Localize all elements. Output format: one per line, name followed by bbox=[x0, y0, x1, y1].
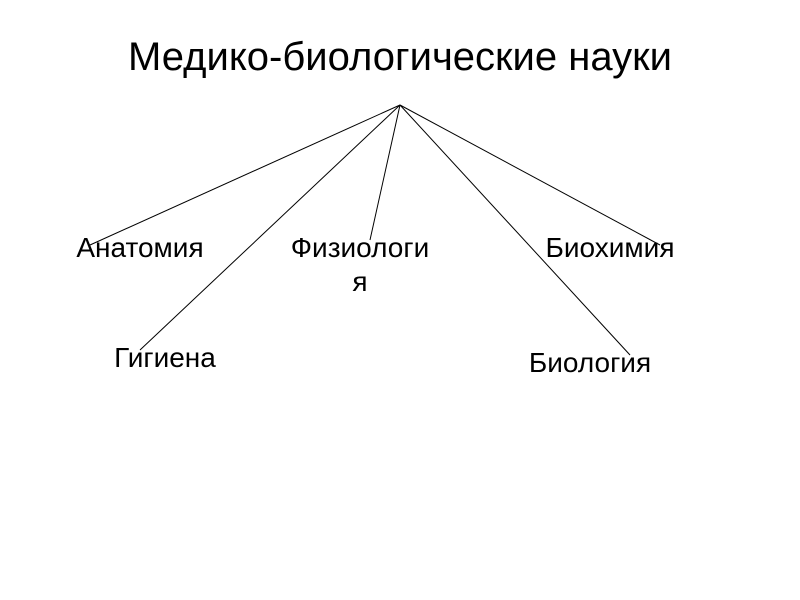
diagram-lines bbox=[0, 0, 800, 600]
diagram-title: Медико-биологические науки bbox=[0, 35, 800, 80]
node-biochemistry: Биохимия bbox=[510, 231, 710, 265]
node-hygiene: Гигиена bbox=[65, 341, 265, 375]
node-biology: Биология bbox=[490, 346, 690, 380]
node-anatomy: Анатомия bbox=[40, 231, 240, 265]
node-physiology: Физиологи я bbox=[260, 231, 460, 298]
